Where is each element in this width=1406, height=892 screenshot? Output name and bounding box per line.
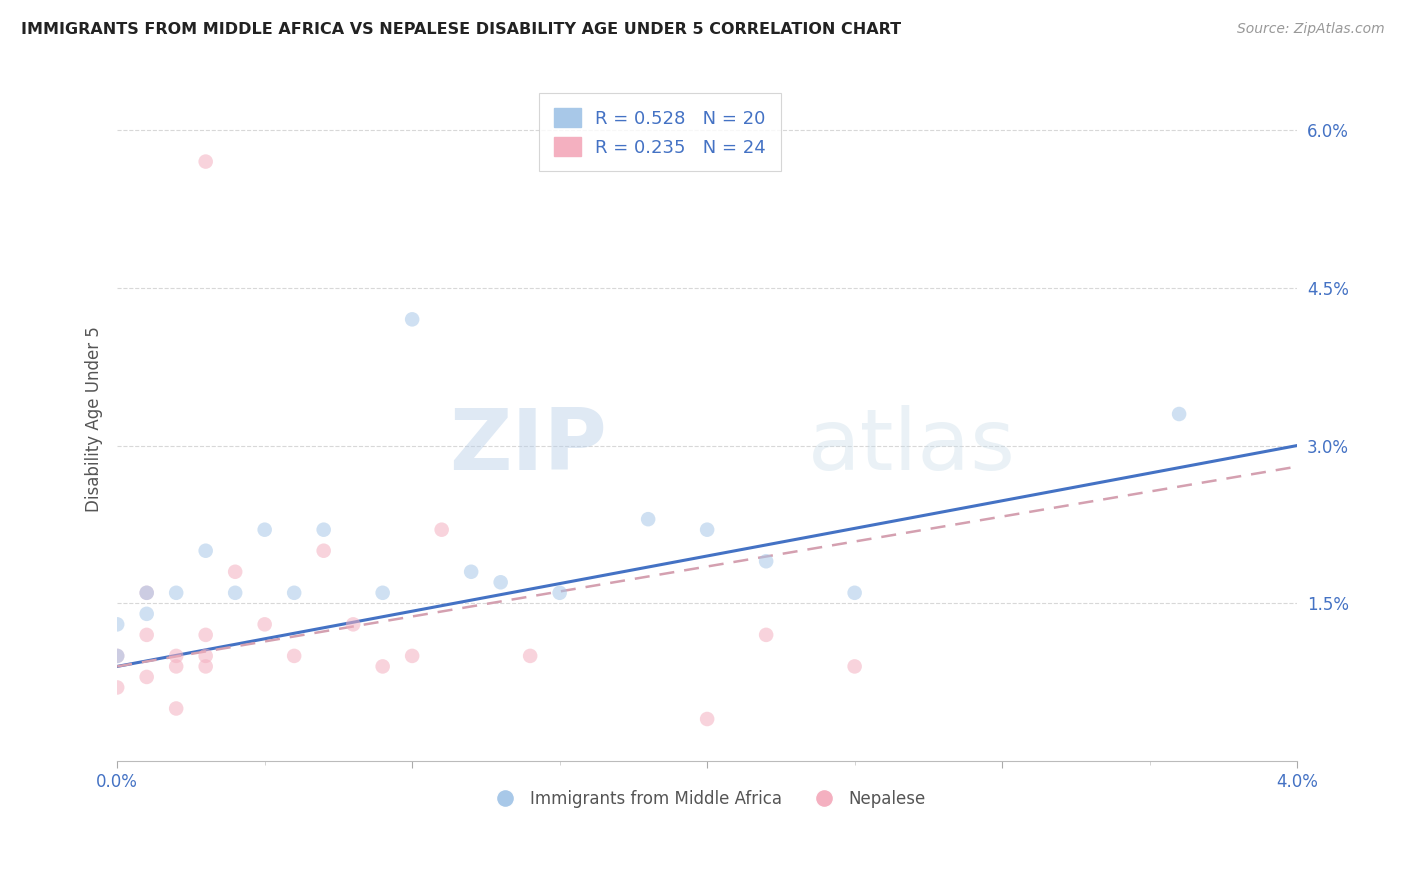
Point [342, 617, 364, 632]
Point [105, 648, 128, 663]
Point [194, 659, 217, 673]
Point [194, 543, 217, 558]
Point [135, 586, 157, 600]
Point [430, 523, 453, 537]
Text: atlas: atlas [807, 405, 1015, 488]
Point [844, 659, 866, 673]
Point [135, 670, 157, 684]
Point [194, 628, 217, 642]
Point [253, 617, 276, 632]
Point [165, 701, 187, 715]
Point [401, 312, 423, 326]
Point [371, 586, 394, 600]
Point [194, 154, 217, 169]
Point [755, 554, 778, 568]
Point [105, 648, 128, 663]
Point [194, 648, 217, 663]
Point [105, 681, 128, 695]
Point [519, 648, 541, 663]
Text: Source: ZipAtlas.com: Source: ZipAtlas.com [1237, 22, 1385, 37]
Point [1168, 407, 1191, 421]
Point [135, 628, 157, 642]
Point [371, 659, 394, 673]
Point [548, 586, 571, 600]
Point [165, 659, 187, 673]
Point [283, 648, 305, 663]
Point [224, 565, 246, 579]
Point [135, 607, 157, 621]
Point [283, 586, 305, 600]
Point [755, 628, 778, 642]
Y-axis label: Disability Age Under 5: Disability Age Under 5 [86, 326, 103, 512]
Point [401, 648, 423, 663]
Point [460, 565, 482, 579]
Point [637, 512, 659, 526]
Point [105, 617, 128, 632]
Point [312, 543, 335, 558]
Point [489, 575, 512, 590]
Legend: Immigrants from Middle Africa, Nepalese: Immigrants from Middle Africa, Nepalese [482, 783, 932, 814]
Point [135, 586, 157, 600]
Point [844, 586, 866, 600]
Point [312, 523, 335, 537]
Text: ZIP: ZIP [449, 405, 607, 488]
Text: IMMIGRANTS FROM MIDDLE AFRICA VS NEPALESE DISABILITY AGE UNDER 5 CORRELATION CHA: IMMIGRANTS FROM MIDDLE AFRICA VS NEPALES… [21, 22, 901, 37]
Point [696, 523, 718, 537]
Point [253, 523, 276, 537]
Point [696, 712, 718, 726]
Point [165, 648, 187, 663]
Point [224, 586, 246, 600]
Point [165, 586, 187, 600]
